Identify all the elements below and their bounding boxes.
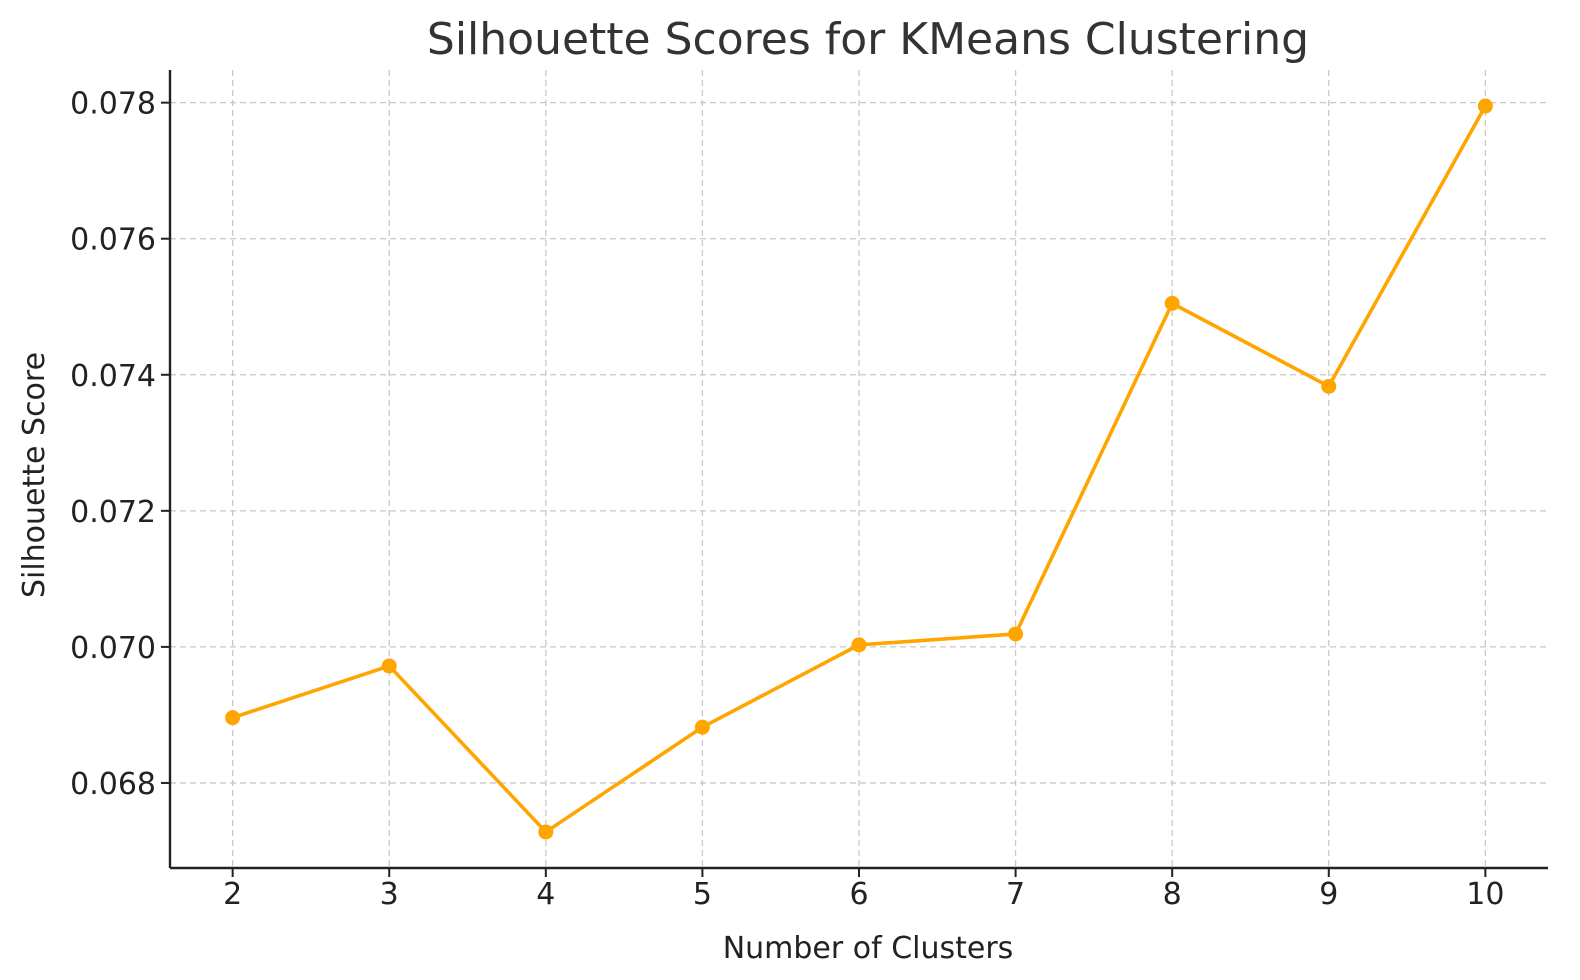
y-tick-label: 0.070 [70,631,156,666]
data-point [538,824,554,840]
y-axis-ticks: 0.068 0.070 0.072 0.074 0.076 0.078 [70,87,170,802]
data-point [381,658,397,674]
x-tick-label: 6 [849,877,868,912]
grid-lines [170,70,1548,868]
x-tick-label: 3 [380,877,399,912]
y-tick-label: 0.068 [70,767,156,802]
data-point [1164,295,1180,311]
x-tick-label: 5 [693,877,712,912]
y-tick-label: 0.074 [70,359,156,394]
x-tick-label: 4 [536,877,555,912]
axes [168,70,1548,870]
chart-title: Silhouette Scores for KMeans Clustering [427,14,1309,65]
data-point [1008,626,1024,642]
y-axis-label: Silhouette Score [17,352,52,598]
y-tick-label: 0.072 [70,495,156,530]
data-point [1321,378,1337,394]
y-tick-label: 0.078 [70,87,156,122]
x-tick-label: 2 [223,877,242,912]
series-layer [225,98,1493,840]
data-point [1477,98,1493,114]
x-axis-ticks: 2 3 4 5 6 7 8 9 10 [223,868,1504,912]
data-point [225,710,241,726]
x-tick-label: 10 [1466,877,1504,912]
data-point [851,637,867,653]
x-axis-label: Number of Clusters [723,931,1014,966]
x-tick-label: 9 [1319,877,1338,912]
x-tick-label: 8 [1163,877,1182,912]
x-tick-label: 7 [1006,877,1025,912]
data-point [694,719,710,735]
y-tick-label: 0.076 [70,223,156,258]
